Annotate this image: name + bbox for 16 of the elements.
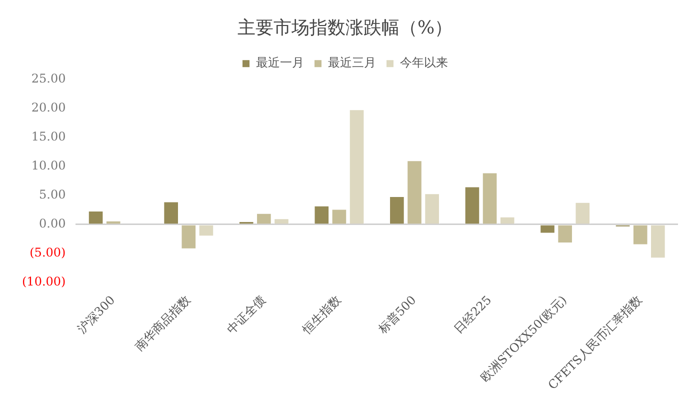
- y-tick-label: 25.00: [31, 72, 66, 86]
- x-tick-label: 中证全债: [224, 292, 268, 337]
- x-tick-label: 南华商品指数: [132, 292, 193, 354]
- x-tick-label: 标普500: [375, 292, 419, 337]
- chart-title: 主要市场指数涨跌幅（%）: [237, 17, 453, 38]
- legend-label: 今年以来: [400, 56, 448, 70]
- legend-label: 最近一月: [256, 56, 304, 70]
- x-tick-label: 恒生指数: [299, 292, 344, 338]
- y-tick-label: 5.00: [39, 188, 66, 202]
- y-tick-label: (5.00): [30, 246, 66, 260]
- legend-label: 最近三月: [328, 56, 376, 70]
- y-tick-label: (10.00): [22, 274, 66, 288]
- y-tick-label: 20.00: [31, 100, 66, 115]
- y-tick-label: 0.00: [39, 216, 66, 231]
- y-tick-label: 10.00: [31, 158, 66, 173]
- y-tick-label: 15.00: [31, 130, 66, 144]
